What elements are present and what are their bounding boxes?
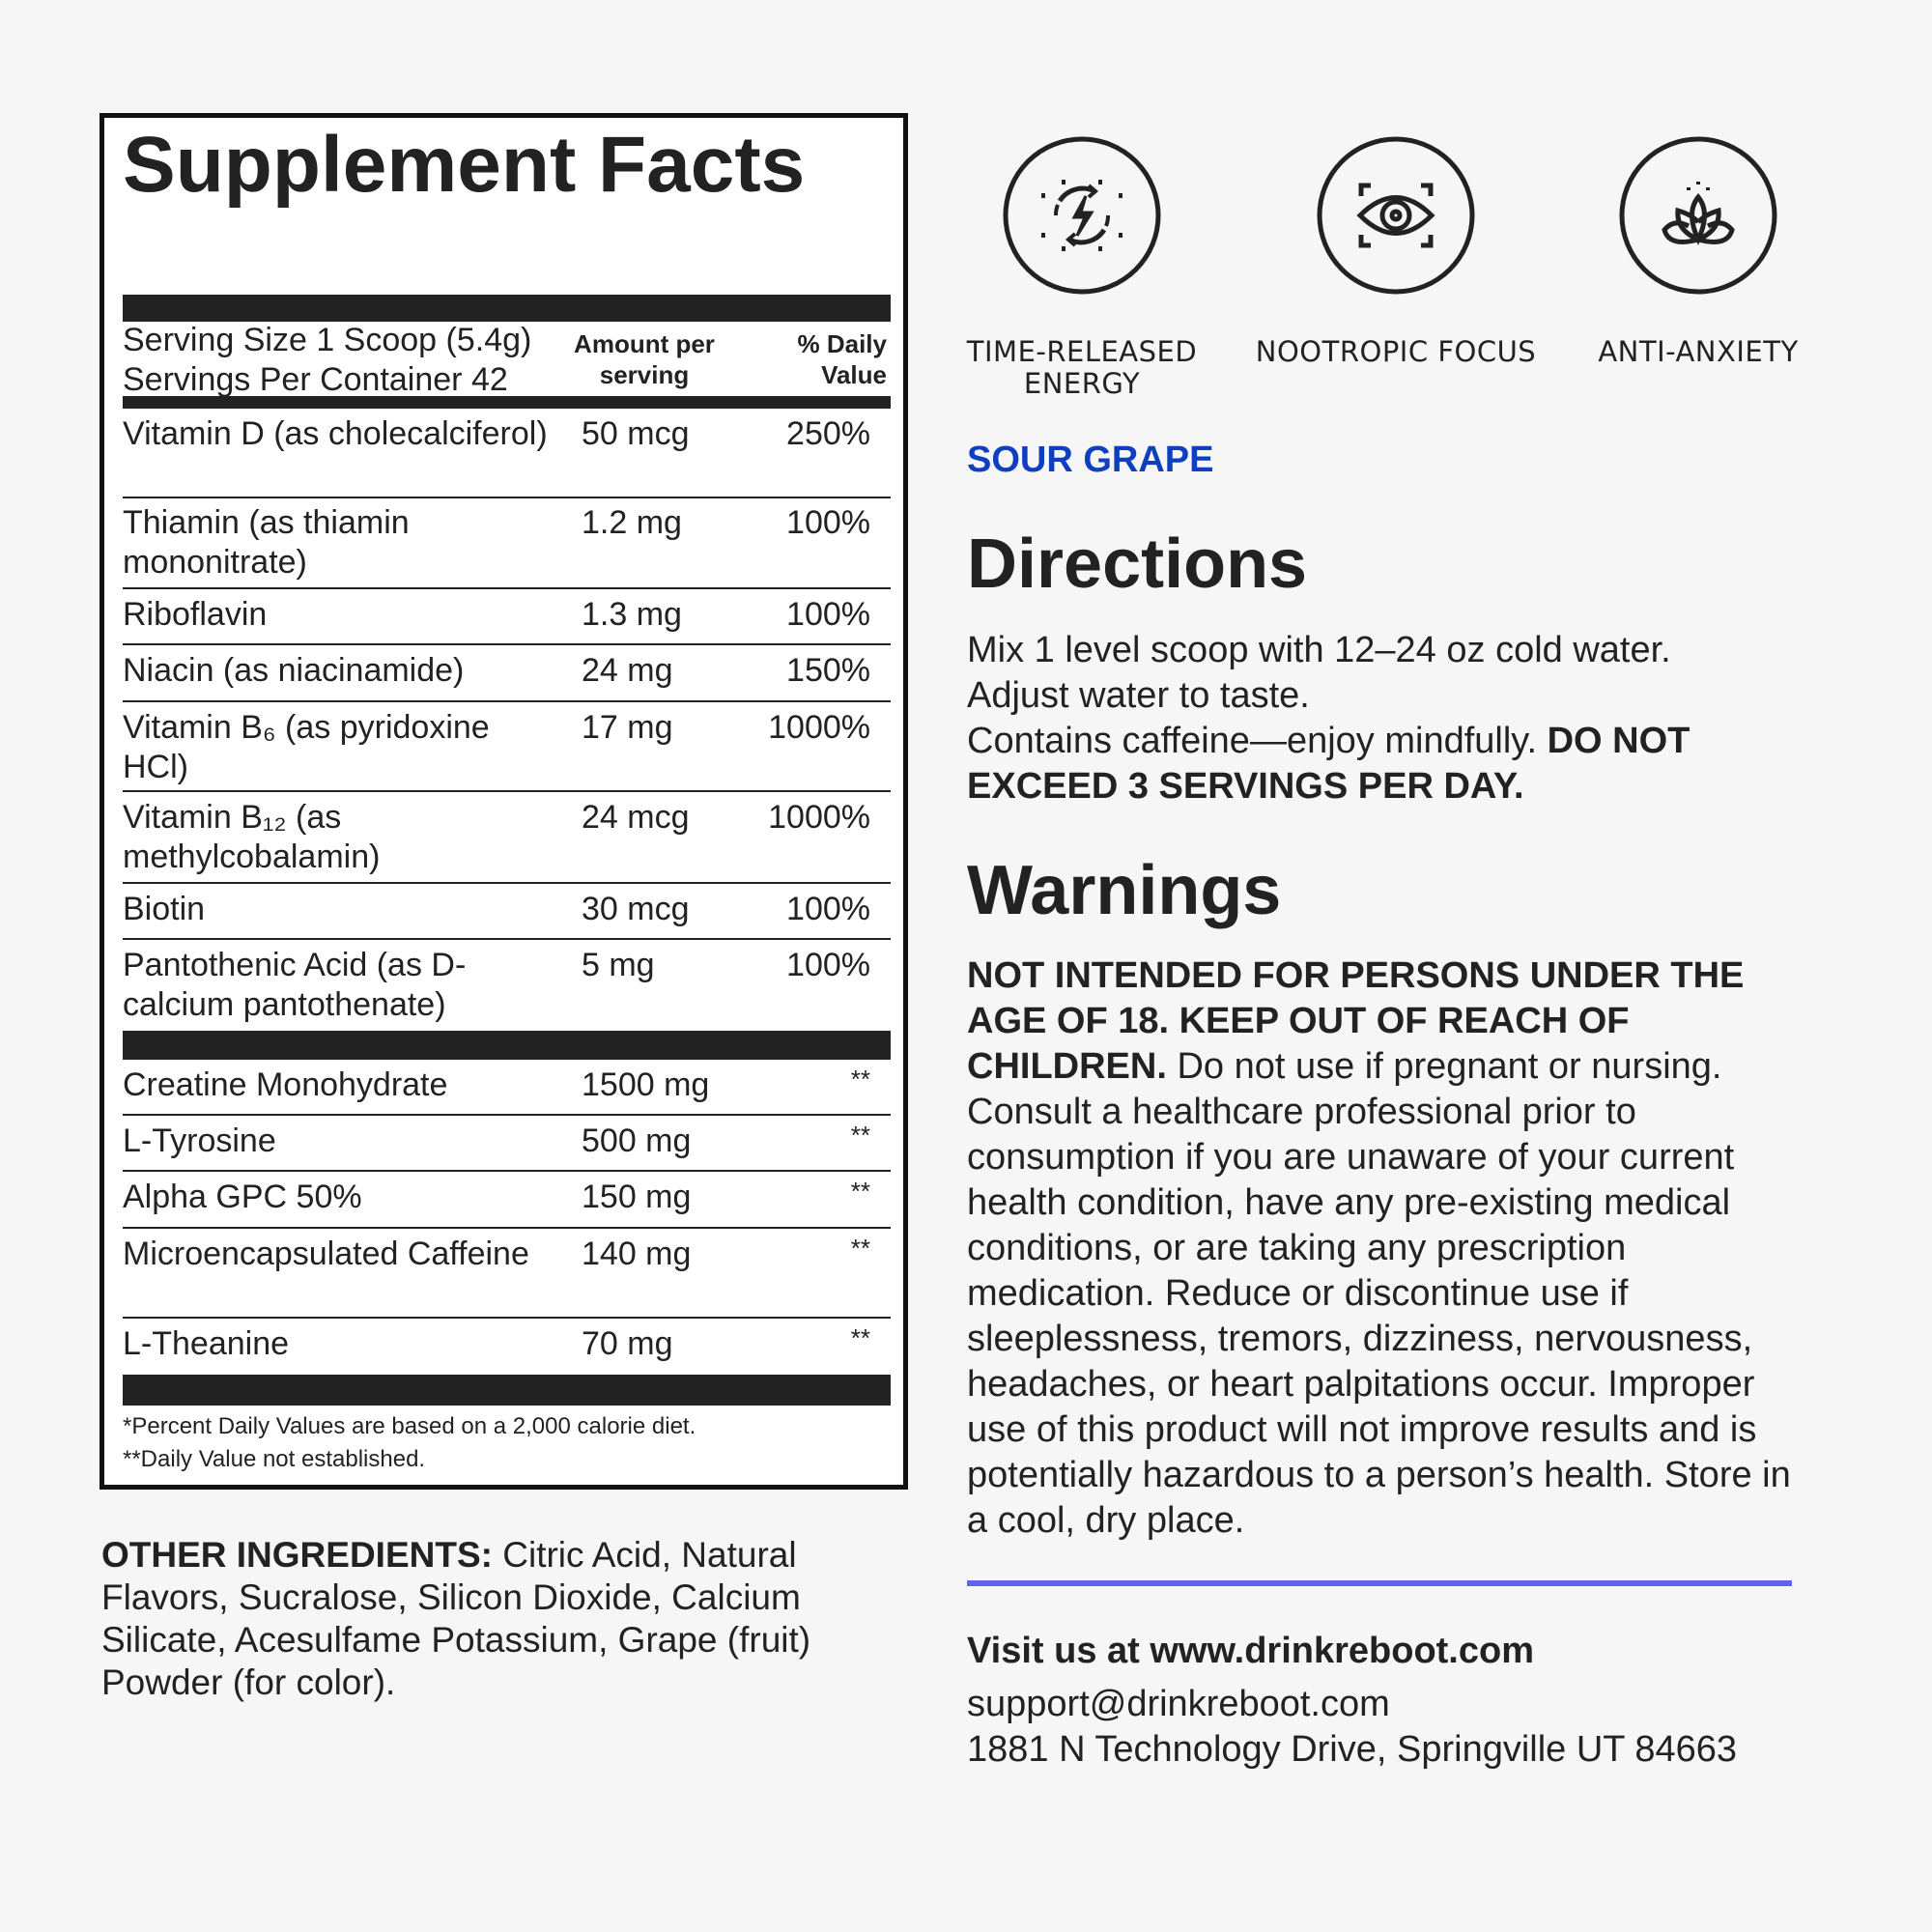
ingredient-amount: 50 mcg bbox=[582, 415, 690, 452]
ingredient-amount: 24 mcg bbox=[582, 799, 690, 836]
address: 1881 N Technology Drive, Springville UT … bbox=[967, 1729, 1738, 1770]
ingredient-name: L-Theanine bbox=[123, 1325, 290, 1362]
facts-row: Creatine Monohydrate 1500 mg ** bbox=[123, 1060, 891, 1116]
section-divider bbox=[967, 1580, 1792, 1586]
ingredient-daily-value: ** bbox=[850, 1323, 870, 1352]
support-email[interactable]: support@drinkreboot.com bbox=[967, 1684, 1390, 1724]
ingredient-amount: 500 mg bbox=[582, 1122, 692, 1159]
warnings-heading: Warnings bbox=[967, 852, 1282, 929]
col-amount-header: Amount per serving bbox=[574, 329, 715, 389]
ingredient-daily-value: 100% bbox=[786, 504, 870, 541]
supplement-facts-panel: Supplement Facts Serving Size 1 Scoop (5… bbox=[99, 113, 908, 1490]
ingredient-amount: 1.3 mg bbox=[582, 596, 682, 633]
ingredient-amount: 150 mg bbox=[582, 1179, 692, 1215]
ingredient-amount: 1500 mg bbox=[582, 1066, 710, 1103]
ingredient-daily-value: 150% bbox=[786, 652, 870, 689]
other-ingredients: OTHER INGREDIENTS: Citric Acid, Natural … bbox=[101, 1534, 865, 1704]
servings-per-container: Servings Per Container 42 bbox=[123, 361, 508, 398]
ingredient-name: Riboflavin bbox=[123, 596, 268, 633]
ingredient-amount: 1.2 mg bbox=[582, 504, 682, 541]
ingredient-name: Thiamin (as thiamin mononitrate) bbox=[123, 504, 410, 581]
ingredient-amount: 5 mg bbox=[582, 947, 655, 983]
ingredient-daily-value: ** bbox=[850, 1234, 870, 1263]
ingredient-amount: 24 mg bbox=[582, 652, 673, 689]
ingredient-name: Microencapsulated Caffeine bbox=[123, 1236, 529, 1272]
col-dv-header: % Daily Value bbox=[797, 329, 888, 389]
other-ingredients-text: Citric Acid, Natural Flavors, Sucralose,… bbox=[101, 1535, 811, 1702]
footnote-dv: *Percent Daily Values are based on a 2,0… bbox=[123, 1413, 696, 1439]
ingredient-daily-value: ** bbox=[850, 1121, 870, 1150]
ingredient-name: Niacin (as niacinamide) bbox=[123, 652, 465, 689]
facts-row: Microencapsulated Caffeine 140 mg ** bbox=[123, 1229, 891, 1319]
warnings-text: NOT INTENDED FOR PERSONS UNDER THE AGE O… bbox=[967, 955, 1791, 1541]
facts-row: Vitamin B₁₂ (as methylcobalamin) 24 mcg 10… bbox=[123, 792, 891, 884]
ingredient-daily-value: 100% bbox=[786, 947, 870, 983]
facts-row: Riboflavin 1.3 mg 100% bbox=[123, 589, 891, 645]
other-ingredients-label: OTHER INGREDIENTS: bbox=[101, 1535, 493, 1575]
ingredient-daily-value: 1000% bbox=[768, 709, 870, 746]
ingredient-daily-value: ** bbox=[850, 1065, 870, 1094]
ingredient-amount: 140 mg bbox=[582, 1236, 692, 1272]
facts-row: Vitamin B₆ (as pyridoxine HCl) 17 mg 1000% bbox=[123, 702, 891, 792]
ingredient-name: Vitamin B₆ (as pyridoxine HCl) bbox=[123, 709, 490, 785]
website-link[interactable]: Visit us at www.drinkreboot.com bbox=[967, 1631, 1534, 1671]
facts-row: Niacin (as niacinamide) 24 mg 150% bbox=[123, 645, 891, 702]
ingredient-name: Pantothenic Acid (as D-calcium pantothen… bbox=[123, 947, 467, 1023]
thick-divider bbox=[123, 1375, 891, 1406]
facts-row: Alpha GPC 50% 150 mg ** bbox=[123, 1172, 891, 1229]
ingredient-daily-value: 100% bbox=[786, 596, 870, 633]
feature-label-anti-anxiety: ANTI-ANXIETY bbox=[1598, 335, 1799, 368]
ingredient-name: Creatine Monohydrate bbox=[123, 1066, 448, 1103]
ingredient-amount: 17 mg bbox=[582, 709, 673, 746]
ingredient-name: Vitamin D (as cholecalciferol) bbox=[123, 415, 548, 452]
ingredient-daily-value: 1000% bbox=[768, 799, 870, 836]
feature-label-energy: TIME-RELEASED ENERGY bbox=[966, 335, 1198, 400]
energy-bolt-icon bbox=[1000, 133, 1164, 298]
thick-divider bbox=[123, 295, 891, 322]
facts-row: Pantothenic Acid (as D-calcium pantothen… bbox=[123, 940, 891, 1031]
facts-row: L-Tyrosine 500 mg ** bbox=[123, 1116, 891, 1172]
ingredient-amount: 70 mg bbox=[582, 1325, 673, 1362]
ingredient-name: L-Tyrosine bbox=[123, 1122, 276, 1159]
thick-divider bbox=[123, 396, 891, 409]
directions-heading: Directions bbox=[967, 526, 1308, 603]
flavor-name: SOUR GRAPE bbox=[967, 440, 1214, 480]
facts-row: Vitamin D (as cholecalciferol) 50 mcg 250% bbox=[123, 409, 891, 498]
ingredient-amount: 30 mcg bbox=[582, 891, 690, 927]
ingredient-name: Biotin bbox=[123, 891, 206, 927]
ingredient-name: Alpha GPC 50% bbox=[123, 1179, 362, 1215]
facts-row: Thiamin (as thiamin mononitrate) 1.2 mg 10… bbox=[123, 497, 891, 589]
directions-text: Mix 1 level scoop with 12–24 oz cold wat… bbox=[967, 630, 1690, 807]
thick-divider bbox=[123, 1031, 891, 1060]
feature-label-focus: NOOTROPIC FOCUS bbox=[1255, 335, 1537, 368]
footnote-not-established: **Daily Value not established. bbox=[123, 1446, 426, 1472]
ingredient-name: Vitamin B₁₂ (as methylcobalamin) bbox=[123, 799, 381, 875]
lotus-icon bbox=[1616, 133, 1780, 298]
ingredient-daily-value: 100% bbox=[786, 891, 870, 927]
eye-focus-icon bbox=[1314, 133, 1478, 298]
facts-row: Biotin 30 mcg 100% bbox=[123, 884, 891, 940]
ingredient-daily-value: ** bbox=[850, 1177, 870, 1206]
ingredient-daily-value: 250% bbox=[786, 415, 870, 452]
serving-size: Serving Size 1 Scoop (5.4g) bbox=[123, 322, 532, 358]
facts-row: L-Theanine 70 mg ** bbox=[123, 1319, 891, 1375]
facts-title: Supplement Facts bbox=[123, 121, 806, 209]
